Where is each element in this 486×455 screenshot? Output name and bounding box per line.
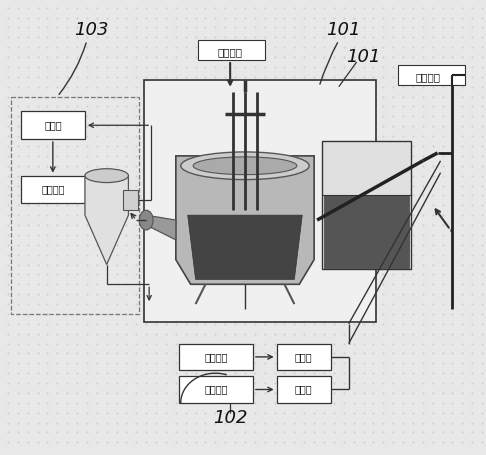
Bar (179, 376, 253, 403)
Polygon shape (324, 195, 409, 268)
Text: 供电系统: 供电系统 (218, 47, 243, 57)
Text: 103: 103 (75, 21, 109, 40)
Polygon shape (188, 215, 302, 279)
Bar (123, 191, 139, 210)
Bar (144, 80, 376, 322)
Text: 干燥器: 干燥器 (295, 352, 312, 362)
Text: 101: 101 (346, 48, 381, 66)
Bar (21, 176, 85, 203)
Bar (21, 111, 85, 139)
Bar (198, 40, 265, 60)
Bar (398, 65, 465, 85)
Ellipse shape (139, 210, 153, 230)
Text: 碳基粉末: 碳基粉末 (204, 384, 227, 394)
Bar (179, 344, 253, 370)
Ellipse shape (85, 169, 128, 182)
Bar (322, 141, 411, 269)
Text: 换热器: 换热器 (44, 120, 62, 130)
Text: 煮气用户: 煮气用户 (41, 184, 65, 194)
Text: 101: 101 (327, 21, 361, 40)
Text: 干燥器: 干燥器 (295, 384, 312, 394)
Text: 102: 102 (213, 409, 247, 427)
Ellipse shape (193, 157, 297, 175)
Polygon shape (146, 215, 176, 240)
Bar (11, 96, 139, 314)
Text: 工业纯氧: 工业纯氧 (415, 72, 440, 82)
Text: 钙基粉末: 钙基粉末 (204, 352, 227, 362)
Bar (277, 344, 331, 370)
Polygon shape (176, 156, 314, 284)
Bar (277, 376, 331, 403)
Ellipse shape (181, 152, 309, 180)
Polygon shape (85, 176, 128, 264)
